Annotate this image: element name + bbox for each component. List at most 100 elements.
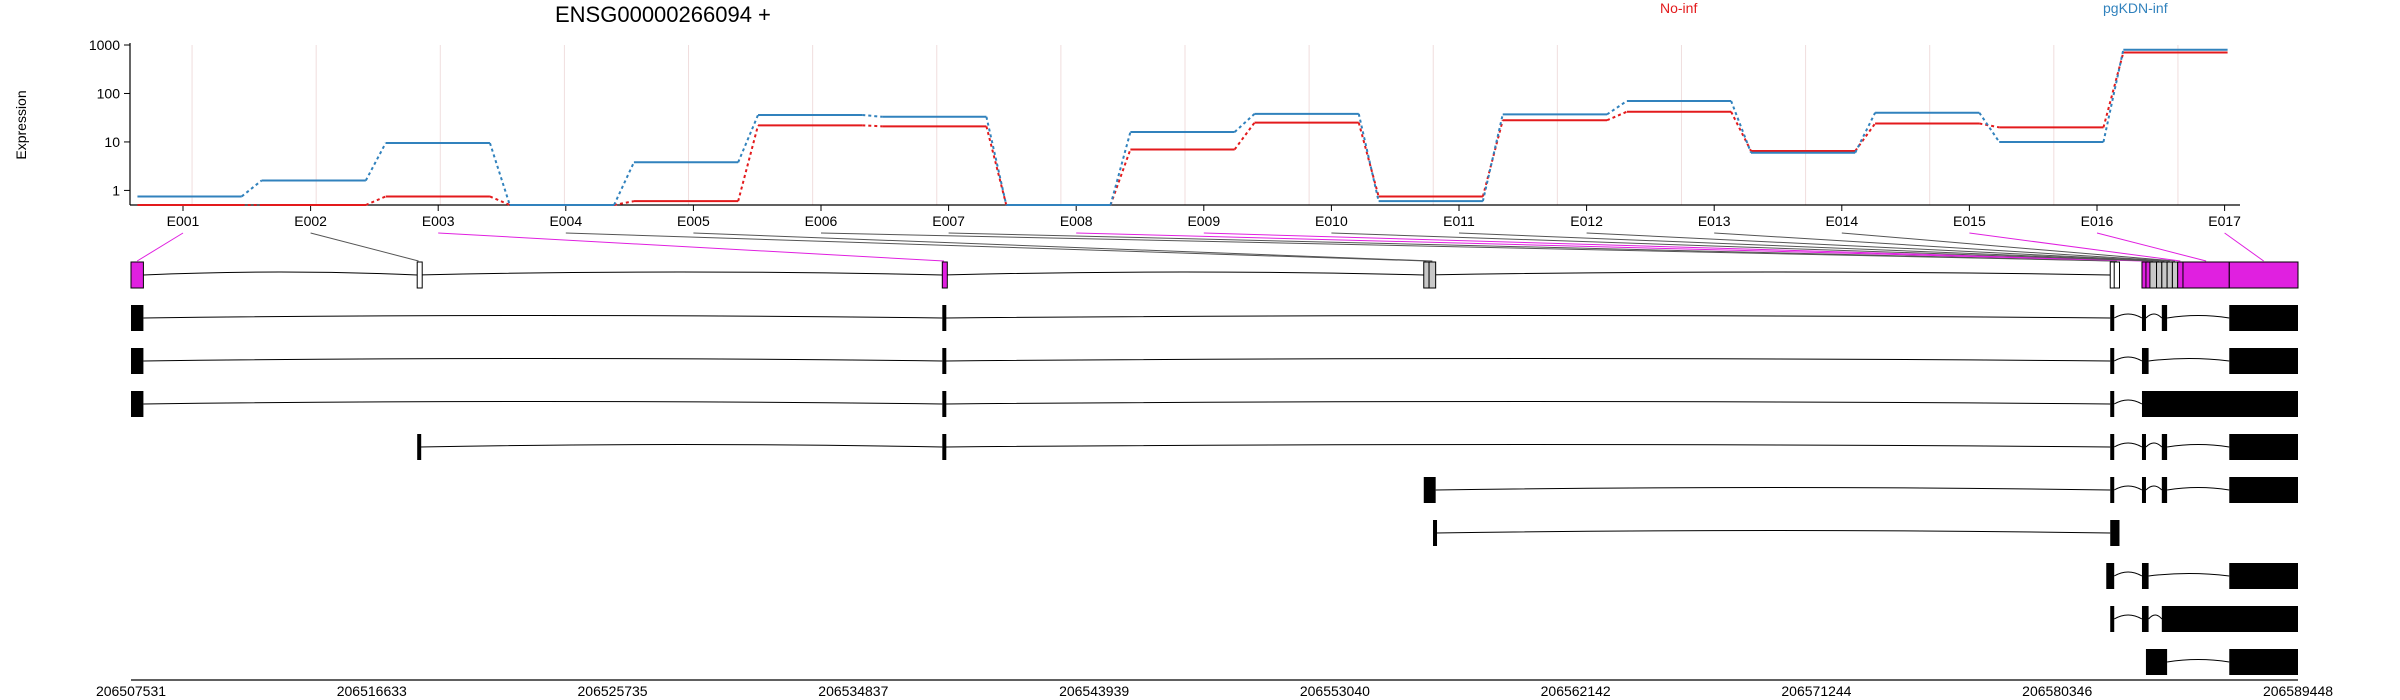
merged-exon (1423, 261, 1430, 289)
transcript-intron (419, 444, 943, 448)
series-connector (1979, 122, 2000, 129)
exon-connector (1841, 232, 2176, 262)
x-tick-label: E001 (167, 213, 200, 229)
series-connector (862, 124, 883, 128)
x-tick-label: E006 (805, 213, 838, 229)
series-connector (241, 179, 263, 198)
series-connector (1730, 111, 1752, 152)
transcript-intron (1435, 530, 2111, 534)
y-axis-label: Expression (13, 90, 29, 159)
merged-exon (130, 261, 144, 289)
exon-connector (310, 232, 419, 262)
merged-exon (2228, 261, 2299, 289)
transcript-intron (2145, 442, 2163, 448)
transcript-exon (942, 305, 947, 331)
series-connector (985, 126, 1008, 206)
transcript-exon (942, 391, 947, 417)
transcript-intron (2113, 442, 2143, 448)
x-tick-label: E014 (1825, 213, 1858, 229)
series-connector (1233, 113, 1256, 133)
exon-connector (1586, 232, 2165, 262)
transcript-exon (131, 348, 144, 374)
transcript-exon (2106, 563, 2115, 589)
transcript-exon (2141, 348, 2149, 374)
x-tick-label: E013 (1698, 213, 1731, 229)
transcript-intron (143, 315, 943, 319)
transcript-intron (2167, 444, 2230, 448)
transcript-exon (2110, 434, 2115, 460)
series-connector (1233, 122, 1256, 151)
transcript-intron (2167, 315, 2230, 319)
transcript-exon (2229, 348, 2298, 374)
merged-exon (2171, 261, 2179, 289)
exon-connector (2096, 232, 2207, 262)
series-connector (365, 195, 387, 206)
exon-connector (693, 232, 1433, 262)
transcript-exon (2110, 477, 2115, 503)
transcript-exon (2229, 305, 2298, 331)
transcript-exon (2110, 348, 2115, 374)
transcript-intron (2145, 313, 2163, 319)
y-tick-label: 10 (104, 134, 120, 150)
transcript-exon (2161, 477, 2168, 503)
series-connector (1357, 122, 1380, 197)
transcript-exon (1423, 477, 1436, 503)
merged-exon (2182, 261, 2230, 289)
transcript-intron (2113, 485, 2143, 491)
merged-intron (143, 271, 2111, 276)
transcript-intron (1435, 487, 2111, 491)
series-connector (1481, 120, 1504, 197)
transcript-intron (945, 315, 2111, 319)
transcript-intron (143, 401, 943, 405)
transcript-exon (2110, 305, 2115, 331)
genomic-tick-label: 206516633 (337, 683, 407, 699)
x-tick-label: E009 (1187, 213, 1220, 229)
exon-connector (948, 232, 2117, 262)
transcript-intron (2113, 399, 2143, 405)
exon-connector (2224, 232, 2264, 262)
exon-connector (1331, 232, 2154, 262)
genomic-tick-label: 206553040 (1300, 683, 1370, 699)
x-tick-label: E017 (2208, 213, 2241, 229)
series-connector (364, 142, 387, 181)
transcript-exon (942, 434, 947, 460)
series-connector (737, 114, 759, 163)
x-tick-label: E011 (1443, 213, 1475, 229)
transcript-intron (2113, 614, 2143, 620)
transcript-exon (2141, 391, 2298, 417)
x-tick-label: E010 (1315, 213, 1348, 229)
series-connector (1978, 112, 2001, 143)
transcript-exon (2141, 477, 2146, 503)
transcript-intron (945, 358, 2111, 362)
series-connector (1109, 149, 1132, 206)
exon-connector (1203, 232, 2148, 262)
transcript-exon (2229, 477, 2298, 503)
genomic-tick-label: 206534837 (818, 683, 888, 699)
y-tick-label: 100 (97, 85, 121, 101)
transcript-exon (2110, 391, 2115, 417)
transcript-intron (2148, 614, 2163, 620)
exon-connector (1969, 232, 2181, 262)
merged-exon (2166, 261, 2173, 289)
transcript-exon (2141, 563, 2149, 589)
series-connector (2102, 52, 2125, 128)
transcript-intron (945, 444, 2111, 448)
transcript-exon (2161, 606, 2298, 632)
transcript-intron (2113, 356, 2143, 362)
series-connector (1357, 113, 1380, 202)
series-connector (862, 113, 883, 118)
series-connector (489, 195, 511, 206)
exon-connector (1458, 232, 2160, 262)
merged-exon (941, 261, 948, 289)
exon-connector (438, 232, 945, 262)
merged-exon (416, 261, 423, 289)
transcript-intron (945, 401, 2111, 405)
series-connector (1481, 114, 1504, 202)
series-connector (2102, 49, 2125, 143)
gene-title: ENSG00000266094 + (555, 2, 771, 27)
x-tick-label: E008 (1060, 213, 1093, 229)
x-tick-label: E002 (294, 213, 327, 229)
x-tick-label: E004 (549, 213, 582, 229)
x-tick-label: E015 (1953, 213, 1986, 229)
